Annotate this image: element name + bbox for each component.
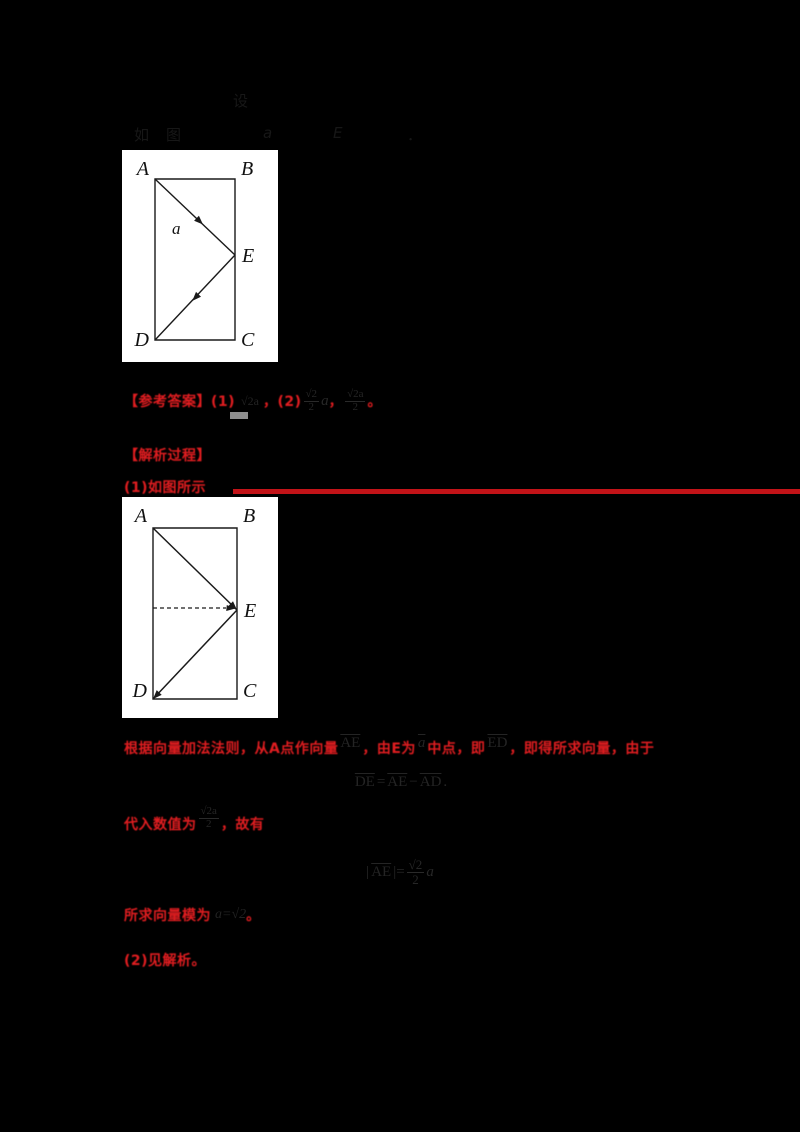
vector-e-d-line: [152, 609, 238, 700]
fraction: √2a 2: [345, 387, 366, 413]
vector-equation: DE = AE − AD .: [0, 770, 800, 794]
answer-2-label: ，(2): [262, 394, 302, 410]
figure-1: A B E D C a: [122, 150, 278, 362]
vector-de: DE: [354, 773, 375, 790]
fraction-numerator: √2a: [345, 387, 366, 402]
explanation-line: 根据向量加法法则，从A点作向量 AE ，由E为 a 中点，即 ED ，即得所求向…: [124, 731, 654, 765]
figure-2-drawing: A B E D C: [132, 505, 257, 702]
scalar-a: a: [426, 863, 434, 880]
fraction-denominator: 2: [352, 400, 359, 413]
red-divider-line: [233, 489, 800, 494]
result-text: 所求向量模为: [124, 908, 211, 924]
label-D: D: [132, 680, 148, 702]
rectangle-abcd: [154, 178, 236, 341]
answer-1-value: √2a: [241, 393, 259, 408]
figure-2: A B E D C: [122, 497, 278, 718]
faint-problem-char: 如: [134, 126, 150, 144]
fraction-denominator: 2: [308, 400, 315, 413]
result-line: 所求向量模为 a=√2 。: [124, 905, 261, 925]
label-C: C: [243, 680, 257, 702]
substitution-text: 代入数值为: [124, 817, 197, 833]
faint-problem-char: E: [333, 124, 343, 142]
equals-sign: =: [396, 863, 405, 880]
arrowhead: [192, 291, 201, 301]
final-line: (2)见解析。: [124, 950, 206, 970]
vector-a-e-line: [152, 527, 238, 611]
bar: |: [366, 863, 370, 880]
period: 。: [367, 394, 382, 410]
fraction-numerator: √2a: [198, 804, 219, 819]
equals-sign: =: [376, 773, 386, 790]
vector-ed: ED: [487, 734, 508, 751]
minus-sign: −: [409, 773, 418, 790]
gray-smudge: [230, 412, 248, 419]
fraction: √2 2: [303, 387, 320, 413]
step1-line: (1)如图所示: [124, 477, 206, 497]
vector-ae: AE: [387, 773, 408, 790]
fraction-numerator: √2: [303, 387, 320, 402]
comma: ，: [328, 394, 344, 410]
vector-a-e-line: [154, 178, 236, 256]
arrowhead: [194, 215, 203, 225]
explanation-text: ，由E为: [362, 741, 416, 757]
result-math: a=√2: [215, 907, 247, 922]
period: .: [443, 773, 448, 790]
label-A: A: [133, 505, 148, 527]
vector-ae: AE: [340, 734, 361, 751]
final-text: (2)见解析。: [124, 953, 207, 969]
answer-math: a: [321, 392, 329, 409]
label-B: B: [241, 158, 253, 180]
arrowhead: [226, 605, 235, 611]
fraction-numerator: √2: [406, 856, 425, 873]
label-E: E: [241, 245, 254, 267]
figure-1-drawing: A B E D C a: [134, 158, 255, 351]
arrowhead: [228, 601, 237, 610]
vector-ae: AE: [371, 863, 392, 880]
vector-a: a: [417, 734, 426, 751]
magnitude-equation: | AE | = √2 2 a: [0, 850, 800, 894]
faint-problem-char: ．: [407, 126, 423, 144]
arrowhead: [153, 690, 162, 699]
period: 。: [246, 908, 261, 924]
faint-problem-char: a: [263, 124, 273, 142]
explanation-text: ，即得所求向量，由于: [509, 741, 655, 757]
fraction-denominator: 2: [205, 817, 212, 830]
label-B: B: [243, 505, 255, 527]
vector-ad: AD: [419, 773, 442, 790]
answer-line: 【参考答案】(1) √2a ，(2) √2 2 a ， √2a 2 。: [124, 378, 382, 424]
bar: |: [393, 863, 397, 880]
fraction-denominator: 2: [412, 871, 419, 887]
faint-problem-char: 图: [166, 126, 182, 144]
substitution-line: 代入数值为 √2a 2 ，故有: [124, 804, 265, 842]
fraction: √2a 2: [198, 804, 219, 830]
label-A: A: [135, 158, 150, 180]
substitution-text: ，故有: [220, 817, 265, 833]
analysis-heading: 【解析过程】: [124, 445, 211, 465]
analysis-heading-text: 【解析过程】: [124, 448, 211, 464]
explanation-text: 根据向量加法法则，从A点作向量: [124, 741, 339, 757]
label-C: C: [241, 329, 255, 351]
label-D: D: [134, 329, 150, 351]
label-E: E: [243, 600, 256, 622]
faint-problem-char: 设: [233, 92, 249, 110]
answer-label: 【参考答案】(1): [124, 394, 236, 410]
explanation-text: 中点，即: [427, 741, 486, 757]
label-vector-a: a: [172, 219, 181, 238]
fraction: √2 2: [406, 856, 425, 887]
step1-text: (1)如图所示: [124, 480, 207, 496]
rectangle-abcd: [152, 527, 238, 700]
